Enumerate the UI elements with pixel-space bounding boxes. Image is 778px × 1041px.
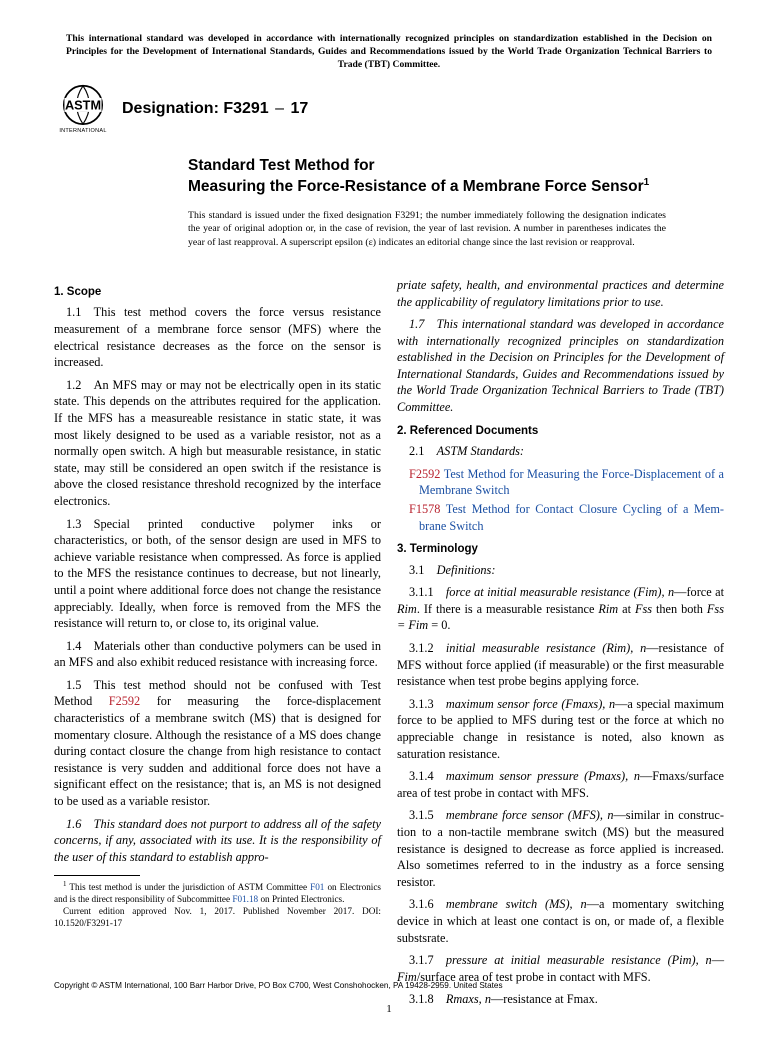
designation-label: Designation: F3291 xyxy=(122,100,269,117)
link-f1578[interactable]: F1578 xyxy=(409,502,440,516)
section-3-head: 3. Terminology xyxy=(397,542,724,558)
fn-a: This test method is under the jurisdicti… xyxy=(67,882,311,892)
title-block: Standard Test Method for Measuring the F… xyxy=(188,156,666,249)
section-2-head: 2. Referenced Documents xyxy=(397,424,724,440)
ref-f1578: F1578 Test Method for Contact Closure Cy… xyxy=(409,501,724,534)
svg-text:INTERNATIONAL: INTERNATIONAL xyxy=(59,128,106,134)
p2-1-title: ASTM Standards: xyxy=(437,444,524,458)
para-1-5b: for measuring the force-displacement cha… xyxy=(54,694,381,808)
designation-year: 17 xyxy=(291,100,309,117)
footnote-2: Current edition approved Nov. 1, 2017. P… xyxy=(54,906,381,930)
t317term: pressure at initial measurable resistanc… xyxy=(446,953,712,967)
para-1-6-part2: priate safety, health, and environmental… xyxy=(397,277,724,310)
link-f2592-title[interactable]: Test Method for Measuring the Force-Disp… xyxy=(419,467,724,498)
fn-c: on Printed Electronics. xyxy=(258,894,344,904)
ref-f2592: F2592 Test Method for Measuring the Forc… xyxy=(409,466,724,499)
title-sup: 1 xyxy=(644,177,650,188)
link-f2592-inline[interactable]: F2592 xyxy=(109,694,140,708)
para-1-2: 1.2 An MFS may or may not be electricall… xyxy=(54,377,381,510)
t315term: membrane force sensor (MFS), n xyxy=(446,808,614,822)
astm-logo: ASTM INTERNATIONAL xyxy=(54,84,112,134)
tbt-notice: This international standard was develope… xyxy=(66,33,712,72)
footnote-separator xyxy=(54,875,140,876)
t317a: 3.1.7 xyxy=(409,953,446,967)
t311c: Rim xyxy=(397,602,417,616)
para-3-1-5: 3.1.5 membrane force sensor (MFS), n—sim… xyxy=(397,807,724,890)
para-3-1: 3.1 Definitions: xyxy=(397,562,724,579)
left-column: 1. Scope 1.1 This test method covers the… xyxy=(54,277,381,1014)
link-subcommittee-f0118[interactable]: F01.18 xyxy=(232,894,258,904)
t314a: 3.1.4 xyxy=(409,769,446,783)
t316term: membrane switch (MS), n xyxy=(446,897,587,911)
para-3-1-1: 3.1.1 force at initial measurable resist… xyxy=(397,584,724,634)
para-1-6-part1: 1.6 This standard does not purport to ad… xyxy=(54,816,381,866)
footnote-1: 1 This test method is under the jurisdic… xyxy=(54,880,381,906)
title-line2-text: Measuring the Force-Resistance of a Memb… xyxy=(188,178,644,195)
para-3-1-3: 3.1.3 maximum sensor force (Fmaxs), n—a … xyxy=(397,696,724,762)
t311e: Rim xyxy=(598,602,618,616)
designation: Designation: F3291 – 17 xyxy=(122,98,308,120)
para-1-7: 1.7 This international standard was deve… xyxy=(397,316,724,416)
t311g: Fss xyxy=(635,602,652,616)
p3-1-title: Definitions: xyxy=(437,563,496,577)
t315a: 3.1.5 xyxy=(409,808,446,822)
t311j: = 0. xyxy=(428,618,450,632)
para-1-4: 1.4 Materials other than conductive poly… xyxy=(54,638,381,671)
issuance-note: This standard is issued under the fixed … xyxy=(188,209,666,249)
t316a: 3.1.6 xyxy=(409,897,446,911)
para-2-1: 2.1 ASTM Standards: xyxy=(397,443,724,460)
page-number: 1 xyxy=(0,1002,778,1017)
header-row: ASTM INTERNATIONAL Designation: F3291 – … xyxy=(54,84,724,134)
para-1-1: 1.1 This test method covers the force ve… xyxy=(54,304,381,370)
t312a: 3.1.2 xyxy=(409,641,446,655)
title-line2: Measuring the Force-Resistance of a Memb… xyxy=(188,176,666,197)
p2-1-lead: 2.1 xyxy=(409,444,437,458)
t313term: maximum sensor force (Fmaxs), n xyxy=(446,697,615,711)
t311term: force at initial measurable resistance (… xyxy=(446,585,674,599)
right-column: priate safety, health, and environmental… xyxy=(397,277,724,1014)
t317b: — xyxy=(712,953,724,967)
link-f1578-title[interactable]: Test Method for Contact Closure Cycling … xyxy=(419,502,724,533)
para-3-1-4: 3.1.4 maximum sensor pressure (Pmaxs), n… xyxy=(397,768,724,801)
section-1-head: 1. Scope xyxy=(54,285,381,301)
t311b: —force at xyxy=(674,585,724,599)
columns: 1. Scope 1.1 This test method covers the… xyxy=(54,277,724,1014)
p3-1-lead: 3.1 xyxy=(409,563,437,577)
t311h: then both xyxy=(652,602,707,616)
para-1-3: 1.3 Special printed conductive polymer i… xyxy=(54,516,381,632)
t313a: 3.1.3 xyxy=(409,697,446,711)
title-line1: Standard Test Method for xyxy=(188,156,666,176)
t311d: . If there is a measurable resistance xyxy=(417,602,599,616)
t312term: initial measurable resistance (Rim), n xyxy=(446,641,646,655)
t314term: maximum sensor pressure (Pmaxs), n xyxy=(446,769,640,783)
t311a: 3.1.1 xyxy=(409,585,446,599)
para-3-1-2: 3.1.2 initial measurable resistance (Rim… xyxy=(397,640,724,690)
svg-text:ASTM: ASTM xyxy=(65,97,101,112)
para-3-1-6: 3.1.6 membrane switch (MS), n—a momentar… xyxy=(397,896,724,946)
copyright-line: Copyright © ASTM International, 100 Barr… xyxy=(54,980,503,991)
link-f2592[interactable]: F2592 xyxy=(409,467,440,481)
designation-dash: – xyxy=(269,100,291,117)
t311f: at xyxy=(618,602,635,616)
para-1-5: 1.5 This test method should not be confu… xyxy=(54,677,381,810)
link-committee-f01[interactable]: F01 xyxy=(310,882,324,892)
